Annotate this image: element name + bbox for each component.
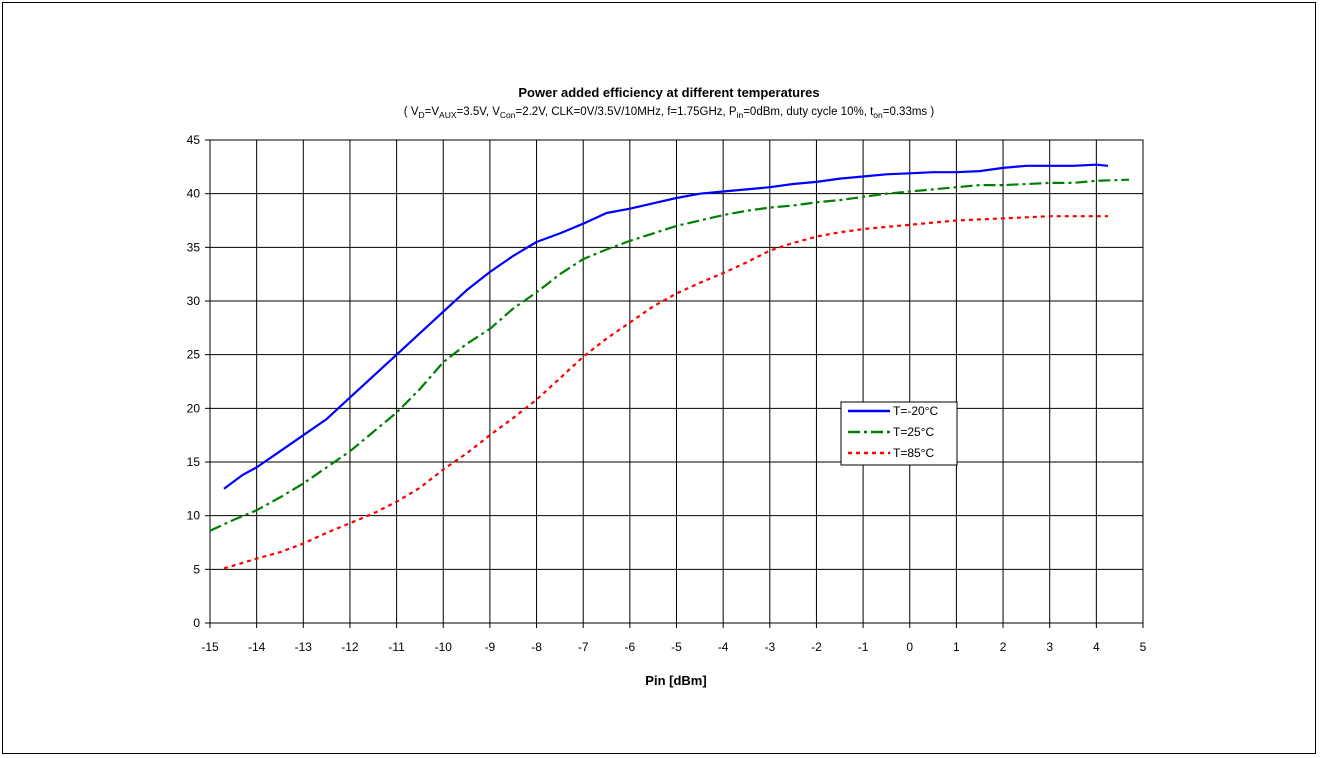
x-axis-ticks: -15 -14 -13 -12 -11 -10 -9 -8 -7 -6 -5 -4 -3 -2 -1 0 1 2 3… — [201, 623, 1147, 654]
x-tick-label: -13 — [295, 640, 313, 654]
y-tick-label: 5 — [193, 562, 200, 576]
subtitle-part: Con — [500, 110, 516, 120]
y-tick-label: 20 — [187, 401, 201, 415]
x-axis-label: Pin [dBm] — [645, 673, 706, 688]
y-tick-label: 40 — [187, 187, 201, 201]
series-line-2 — [209, 178, 1130, 532]
x-tick-label: 3 — [1046, 640, 1053, 654]
x-tick-label: -8 — [531, 640, 542, 654]
x-tick-label: 1 — [953, 640, 960, 654]
x-tick-label: -1 — [858, 640, 869, 654]
series-line-1 — [223, 163, 1109, 490]
subtitle-part: =0dBm, duty cycle 10%, t — [743, 106, 874, 118]
chart-subtitle: ( VD=VAUX=3.5V, VCon=2.2V, CLK=0V/3.5V/1… — [404, 106, 935, 120]
x-tick-label: 4 — [1093, 640, 1100, 654]
series-line-3 — [223, 215, 1108, 570]
subtitle-part: AUX — [439, 110, 457, 120]
series-lines — [209, 163, 1130, 570]
y-axis-ticks: 0 5 10 15 20 25 30 35 40 45 — [187, 133, 210, 630]
x-tick-label: -7 — [578, 640, 589, 654]
x-tick-label: -3 — [764, 640, 775, 654]
x-tick-label: -9 — [485, 640, 496, 654]
x-tick-label: 5 — [1140, 640, 1147, 654]
x-tick-label: -14 — [248, 640, 266, 654]
subtitle-part: =0.33ms ) — [883, 106, 935, 118]
x-tick-label: -12 — [341, 640, 359, 654]
y-tick-label: 10 — [187, 509, 201, 523]
x-tick-label: 0 — [906, 640, 913, 654]
legend-label-3: T=85°C — [893, 446, 934, 460]
y-tick-label: 25 — [187, 348, 201, 362]
grid — [209, 139, 1144, 624]
x-tick-label: -11 — [388, 640, 405, 654]
subtitle-part: =2.2V, CLK=0V/3.5V/10MHz, f=1.75GHz, P — [516, 106, 737, 118]
legend-box — [840, 401, 958, 466]
x-tick-label: -5 — [671, 640, 682, 654]
x-tick-label: -4 — [718, 640, 729, 654]
x-tick-label: -2 — [811, 640, 822, 654]
legend-label-1: T=-20°C — [893, 404, 938, 418]
y-tick-label: 0 — [193, 616, 200, 630]
legend-label-2: T=25°C — [893, 425, 934, 439]
x-tick-label: -6 — [625, 640, 636, 654]
subtitle-part: D — [419, 110, 425, 120]
legend: T=-20°C T=25°C T=85°C — [840, 401, 958, 466]
chart-title: Power added efficiency at different temp… — [518, 85, 819, 100]
x-tick-label: -15 — [201, 640, 219, 654]
subtitle-part: =3.5V, V — [457, 106, 501, 118]
x-tick-label: -10 — [435, 640, 453, 654]
subtitle-part: on — [873, 110, 883, 120]
y-tick-label: 45 — [187, 133, 201, 147]
y-tick-label: 15 — [187, 455, 201, 469]
x-tick-label: 2 — [1000, 640, 1007, 654]
subtitle-part: =V — [425, 106, 440, 118]
y-tick-label: 30 — [187, 294, 201, 308]
subtitle-part: ( V — [404, 106, 419, 118]
y-tick-label: 35 — [187, 240, 201, 254]
subtitle-part: in — [737, 110, 744, 120]
